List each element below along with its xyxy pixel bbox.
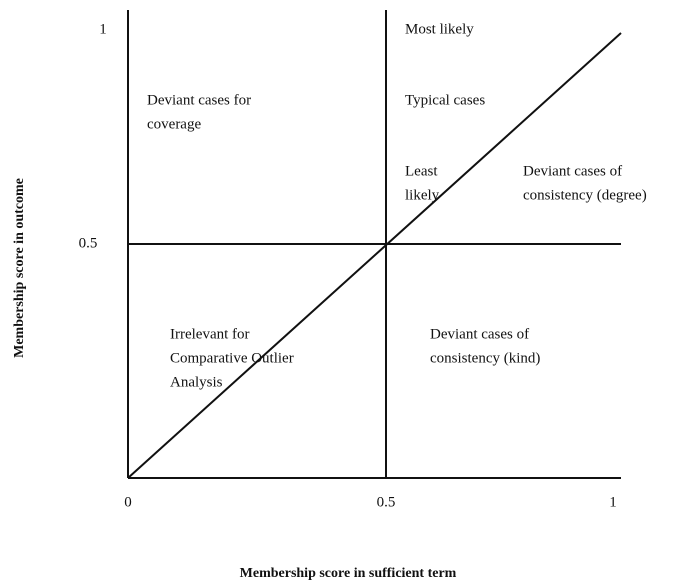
region-label: Irrelevant for (170, 326, 250, 342)
diagonal (127, 32, 622, 479)
x-tick-label: 1 (609, 494, 617, 510)
x-tick-label: 0.5 (377, 494, 396, 510)
region-label: consistency (kind) (430, 350, 540, 366)
y-axis-label: Membership score in outcome (12, 178, 27, 358)
x-tick-label: 0 (124, 494, 132, 510)
region-label: Deviant cases of (430, 326, 529, 342)
region-label: consistency (degree) (523, 187, 647, 203)
region-label: Most likely (405, 21, 474, 37)
region-label: Typical cases (405, 92, 485, 108)
region-label: likely (405, 187, 440, 203)
x-axis-label: Membership score in sufficient term (240, 566, 457, 581)
y-tick-label: 0.5 (79, 235, 98, 251)
region-label: Least (405, 163, 438, 179)
region-label: coverage (147, 116, 201, 132)
y-tick-label: 1 (99, 21, 107, 37)
region-label: Analysis (170, 374, 223, 390)
region-label: Deviant cases of (523, 163, 622, 179)
region-label: Deviant cases for (147, 92, 251, 108)
region-label: Comparative Outlier (170, 350, 294, 366)
regions: Most likely Deviant cases for coverage Typi… (147, 21, 647, 390)
